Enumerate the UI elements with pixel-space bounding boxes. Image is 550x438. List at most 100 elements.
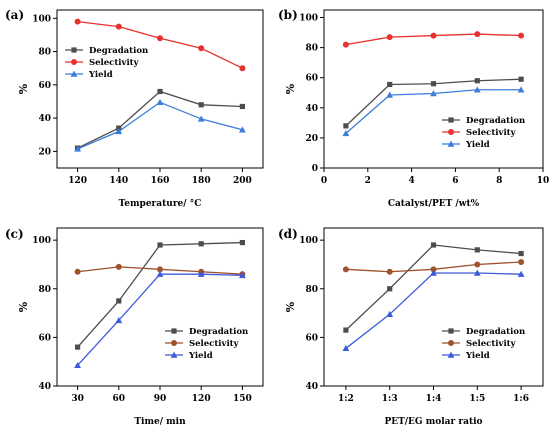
x-tick-label: 160 [151,176,170,186]
data-point [156,98,164,106]
data-point [239,126,246,133]
legend: Degradation Selectivity Yield [165,327,248,361]
chart-panel-3: (c) 40 60 80 100 30 60 90 120 150 Time/ min% Degrad… [5,227,264,427]
legend-entry: Yield [188,351,213,361]
data-point [342,344,350,352]
x-tick-label: 200 [233,176,252,186]
x-tick-label: 2 [365,176,371,186]
x-axis-label: Temperature/ °C [119,199,202,209]
plot-frame [56,227,264,387]
data-point [518,76,524,82]
legend-entry: Selectivity [89,58,140,68]
y-tick-label: 60 [305,74,318,84]
series-line [77,101,243,150]
chart-panel-2: (b) 0 20 40 60 80 100 0 2 4 6 8 10 Catalyst/PET /wt%%… [278,8,549,209]
x-tick-label: 6 [452,176,458,186]
legend-entry: Degradation [89,46,148,56]
series-line [345,244,522,331]
data-point [387,81,393,88]
panel-label: (d) [278,227,298,241]
data-point [343,123,349,129]
legend-marker [448,117,454,123]
legend-marker [71,59,77,65]
y-tick-label: 40 [38,382,51,392]
data-point [74,145,81,152]
y-tick-label: 80 [305,44,318,54]
data-point [157,35,163,42]
data-point [74,18,81,25]
legend: Degradation Selectivity Yield [442,116,525,150]
chart-panel-1: (a) 20 40 60 80 100 120 140 160 180 200 Temperature… [5,8,264,209]
data-point [474,261,481,268]
series-degradation [343,242,524,333]
y-tick-label: 100 [299,236,318,246]
y-tick-label: 100 [32,236,51,246]
x-tick-label: 1:4 [426,394,442,404]
y-tick-label: 80 [38,48,51,58]
data-point [198,241,204,247]
data-point [75,344,81,350]
data-point [474,78,480,84]
data-point [239,272,246,279]
series-yield [342,86,525,137]
data-point [198,102,204,108]
data-point [474,31,481,38]
data-point [115,23,122,30]
data-point [74,361,81,369]
series-line [345,89,522,134]
series-yield [342,269,525,352]
x-tick-label: 1:6 [513,394,529,404]
x-tick-label: 4 [408,176,414,186]
x-tick-label: 10 [537,176,550,186]
x-tick-label: 120 [192,394,211,404]
series-line [345,272,522,349]
x-tick-label: 30 [71,394,84,404]
y-tick-label: 80 [38,285,51,295]
x-tick-label: 1:2 [338,394,354,404]
y-tick-label: 0 [312,164,318,174]
panel-label: (a) [5,8,24,22]
data-point [198,45,205,52]
data-point [156,270,164,277]
legend-marker [448,328,454,334]
x-tick-label: 120 [68,176,87,186]
plot-frame [323,227,544,387]
x-tick-label: 150 [233,394,252,404]
data-point [517,86,525,93]
data-point [197,270,205,277]
legend-entry: Selectivity [466,339,517,349]
data-point [386,268,393,275]
x-tick-label: 1:5 [469,394,485,404]
data-point [430,266,437,273]
series-selectivity [342,259,525,275]
series-degradation [75,88,245,151]
data-point [239,239,245,246]
legend-entry: Selectivity [466,128,517,138]
x-tick-label: 8 [496,176,502,186]
data-point [517,270,525,277]
legend-entry: Degradation [466,116,525,126]
data-point [197,115,205,122]
x-tick-label: 1:3 [382,394,398,404]
x-axis-label: PET/EG molar ratio [384,417,482,427]
series-degradation [343,76,524,129]
x-tick-label: 90 [154,394,167,404]
data-point [430,81,437,87]
data-point [157,266,163,273]
data-point [157,88,163,95]
y-tick-label: 40 [38,114,51,124]
plot-frame [323,9,544,169]
x-tick-label: 180 [192,176,211,186]
data-point [518,259,525,266]
data-point [342,266,349,273]
legend-entry: Yield [88,70,113,80]
legend-marker [447,140,455,147]
legend-marker [171,328,177,334]
chart-panel-4: (d) 40 60 80 100 1:2 1:3 1:4 1:5 1:6 PET/EG molar … [278,227,544,427]
legend-entry: Degradation [466,327,525,337]
data-point [386,310,394,318]
y-tick-label: 60 [305,333,318,343]
data-point [157,242,163,248]
y-axis-label: % [284,301,297,312]
